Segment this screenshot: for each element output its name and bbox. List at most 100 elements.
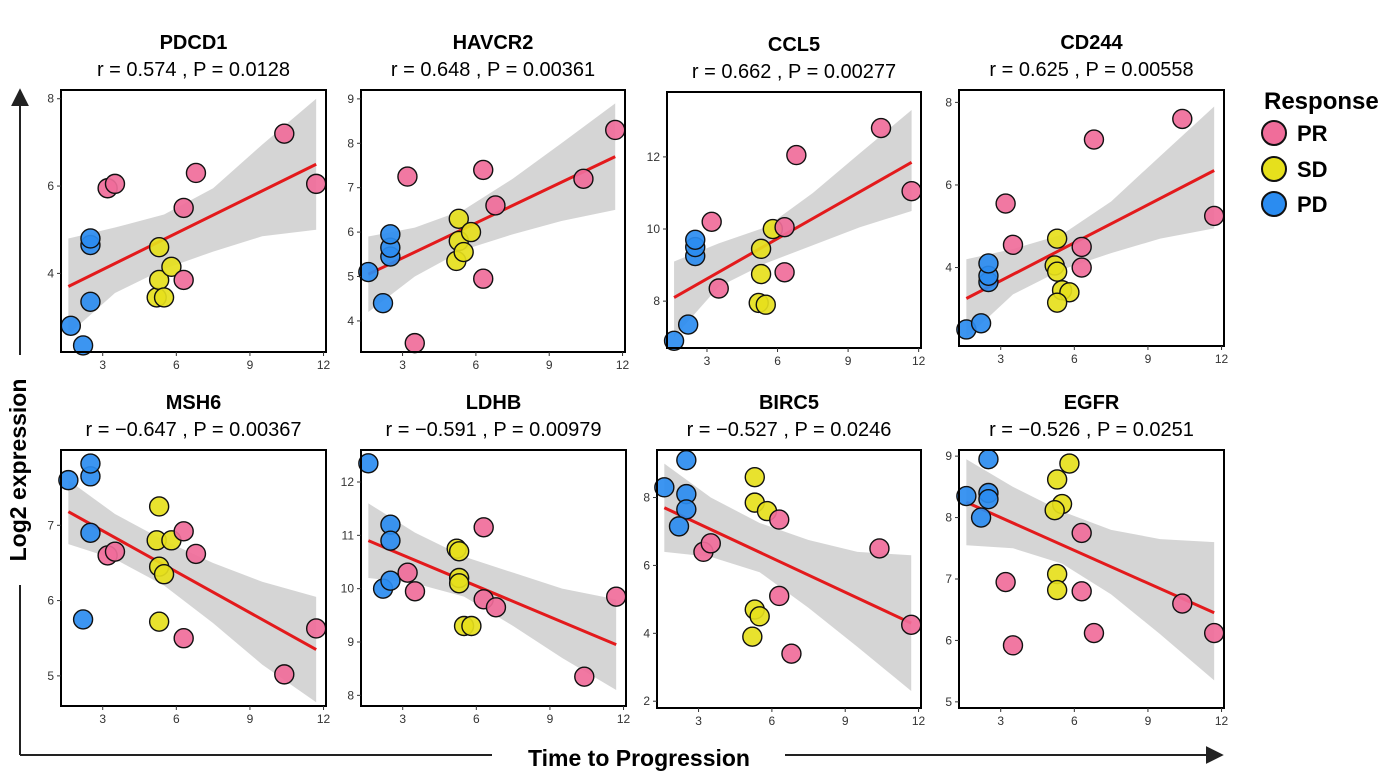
regression-line bbox=[663, 506, 912, 625]
data-point-pr bbox=[397, 562, 418, 583]
x-tick-label: 6 bbox=[1071, 714, 1078, 728]
y-tick-label: 7 bbox=[47, 518, 54, 532]
x-tick-label: 3 bbox=[704, 354, 711, 368]
y-tick-label: 6 bbox=[347, 225, 354, 239]
panel-title: HAVCR2 bbox=[453, 32, 534, 54]
data-point-pd bbox=[72, 335, 94, 356]
data-point-pr bbox=[104, 173, 126, 195]
x-tick-label: 9 bbox=[845, 354, 852, 368]
panel-stats: r = −0.527 , P = 0.0246 bbox=[687, 419, 892, 441]
y-tick-label: 10 bbox=[341, 582, 355, 596]
data-point-pd bbox=[80, 453, 101, 474]
panel-title: PDCD1 bbox=[160, 32, 228, 54]
plot-frame bbox=[656, 449, 922, 709]
regression-line bbox=[67, 510, 317, 651]
panel-havcr2: HAVCR2 r = 0.648 , P = 0.00361 3 6 9 12 4 5 6 7 8 9 bbox=[347, 32, 629, 372]
data-point-pr bbox=[305, 618, 327, 639]
data-point-sd bbox=[161, 256, 182, 278]
data-point-pr bbox=[1083, 622, 1105, 644]
data-point-sd bbox=[1044, 500, 1065, 521]
x-tick-label: 6 bbox=[774, 354, 781, 368]
y-tick-label: 9 bbox=[945, 449, 952, 463]
plot-frame bbox=[958, 89, 1225, 347]
y-tick-label: 6 bbox=[945, 633, 952, 647]
x-tick-label: 9 bbox=[1145, 714, 1152, 728]
x-tick-label: 9 bbox=[247, 358, 254, 372]
data-point-pd bbox=[956, 485, 977, 507]
regression-line bbox=[965, 500, 1215, 615]
data-point-pd bbox=[978, 488, 999, 510]
x-tick-label: 12 bbox=[317, 358, 331, 372]
confidence-band bbox=[68, 98, 317, 335]
data-point-sd bbox=[153, 287, 175, 308]
data-point-pd bbox=[685, 229, 706, 251]
x-tick-label: 9 bbox=[247, 712, 254, 726]
x-tick-label: 9 bbox=[547, 712, 554, 726]
data-point-pr bbox=[869, 538, 890, 559]
data-point-sd bbox=[749, 606, 770, 627]
panel-ldhb: LDHB r = −0.591 , P = 0.00979 3 6 9 12 8 9 10 11 1… bbox=[341, 392, 631, 726]
x-tick-label: 6 bbox=[1071, 352, 1078, 366]
data-point-pr bbox=[1002, 234, 1024, 256]
y-tick-label: 8 bbox=[347, 688, 354, 702]
panel-stats: r = −0.647 , P = 0.00367 bbox=[86, 419, 302, 441]
y-tick-label: 4 bbox=[643, 626, 650, 640]
data-point-pr bbox=[605, 586, 627, 607]
y-tick-label: 5 bbox=[347, 270, 354, 284]
data-point-sd bbox=[1046, 292, 1068, 313]
y-tick-label: 11 bbox=[342, 528, 355, 542]
data-point-pd bbox=[676, 499, 697, 520]
y-tick-label: 8 bbox=[47, 92, 54, 106]
data-point-pr bbox=[173, 197, 194, 219]
data-point-pd bbox=[80, 522, 101, 544]
data-point-pd bbox=[58, 469, 79, 491]
data-point-pr bbox=[104, 541, 126, 562]
data-point-pr bbox=[473, 517, 494, 538]
data-point-pr bbox=[1071, 257, 1092, 278]
plot-area bbox=[67, 480, 317, 703]
data-point-pd bbox=[380, 530, 401, 551]
data-point-pd bbox=[970, 507, 992, 528]
y-tick-label: 7 bbox=[945, 572, 952, 586]
data-point-sd bbox=[1046, 228, 1068, 249]
data-point-sd bbox=[148, 611, 170, 632]
y-tick-label: 8 bbox=[945, 95, 952, 109]
panel-ccl5: CCL5 r = 0.662 , P = 0.00277 3 6 9 12 8 10 12 bbox=[647, 34, 926, 368]
plot-frame bbox=[360, 89, 626, 353]
x-tick-label: 9 bbox=[1145, 352, 1152, 366]
legend-item-sd: SD bbox=[1261, 156, 1328, 182]
data-point-pr bbox=[1172, 593, 1193, 614]
y-tick-label: 6 bbox=[945, 178, 952, 192]
data-point-pr bbox=[870, 117, 892, 139]
data-point-pd bbox=[380, 224, 401, 245]
data-point-pr bbox=[1172, 108, 1193, 130]
panel-title: CCL5 bbox=[768, 34, 820, 56]
data-point-pr bbox=[185, 162, 207, 184]
y-tick-label: 2 bbox=[643, 694, 650, 708]
data-point-pr bbox=[173, 628, 194, 649]
data-point-pr bbox=[1083, 129, 1105, 150]
data-point-pd bbox=[978, 449, 999, 470]
regression-line bbox=[965, 169, 1215, 300]
data-point-sd bbox=[148, 496, 170, 517]
legend-label-pr: PR bbox=[1297, 121, 1328, 146]
data-point-sd bbox=[1059, 453, 1080, 474]
y-tick-label: 7 bbox=[347, 181, 354, 195]
plot-frame bbox=[666, 91, 922, 349]
data-point-pr bbox=[786, 144, 807, 166]
data-point-pd bbox=[80, 228, 101, 249]
x-axis-title: Time to Progression bbox=[528, 745, 750, 771]
y-tick-label: 5 bbox=[945, 695, 952, 709]
legend-title: Response bbox=[1264, 88, 1379, 115]
panel-stats: r = 0.574 , P = 0.0128 bbox=[97, 59, 290, 81]
data-point-pr bbox=[605, 119, 626, 141]
data-point-pr bbox=[1071, 236, 1092, 258]
x-tick-label: 6 bbox=[173, 712, 180, 726]
data-point-pr bbox=[701, 211, 722, 233]
panel-stats: r = −0.591 , P = 0.00979 bbox=[386, 419, 602, 441]
legend-label-pd: PD bbox=[1297, 192, 1328, 217]
legend-swatch-sd bbox=[1261, 156, 1287, 182]
panel-birc5: BIRC5 r = −0.527 , P = 0.0246 3 6 9 12 2 4 6 8 bbox=[643, 392, 925, 728]
data-point-pr bbox=[485, 597, 507, 618]
